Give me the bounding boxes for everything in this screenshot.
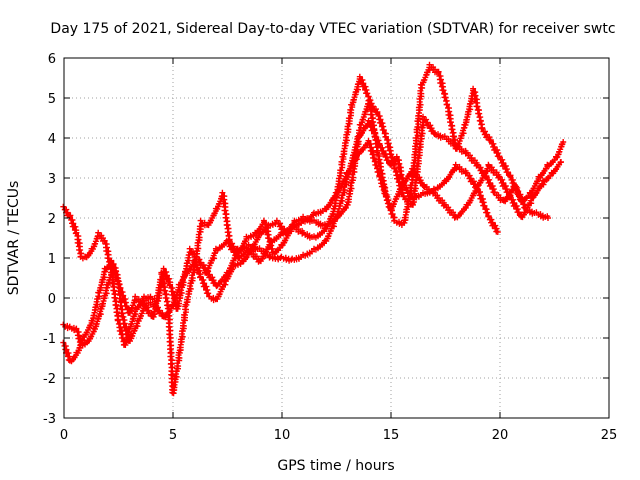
x-tick-label: 10 [274,428,291,443]
y-axis-label: SDTVAR / TECUs [6,181,22,296]
y-tick-label: 5 [48,92,56,107]
plot-frame [63,57,610,419]
series-trace-4-markers [202,137,564,276]
x-tick-label: 25 [601,428,618,443]
chart-title: Day 175 of 2021, Sidereal Day-to-day VTE… [50,21,615,37]
y-tick-label: -2 [43,372,56,387]
series-layer [60,61,567,397]
grid-layer [64,58,609,418]
x-tick-label: 20 [492,428,509,443]
x-tick-label: 15 [383,428,400,443]
x-tick-label: 0 [60,428,68,443]
y-tick-label: 3 [48,172,56,187]
tick-layer: 0 5 10 15 20 25 -3 -2 -1 0 1 2 3 4 5 6 [43,52,617,443]
series-trace-3 [60,61,567,397]
y-tick-label: -3 [43,412,56,427]
y-tick-label: 0 [48,292,56,307]
x-axis-label: GPS time / hours [277,458,394,474]
y-tick-label: 2 [48,212,56,227]
y-tick-label: -1 [43,332,56,347]
y-tick-label: 6 [48,52,56,67]
series-trace-4 [202,137,564,276]
series-trace-3-markers [60,61,567,397]
y-tick-label: 1 [48,252,56,267]
x-tick-label: 5 [169,428,177,443]
y-tick-label: 4 [48,132,56,147]
